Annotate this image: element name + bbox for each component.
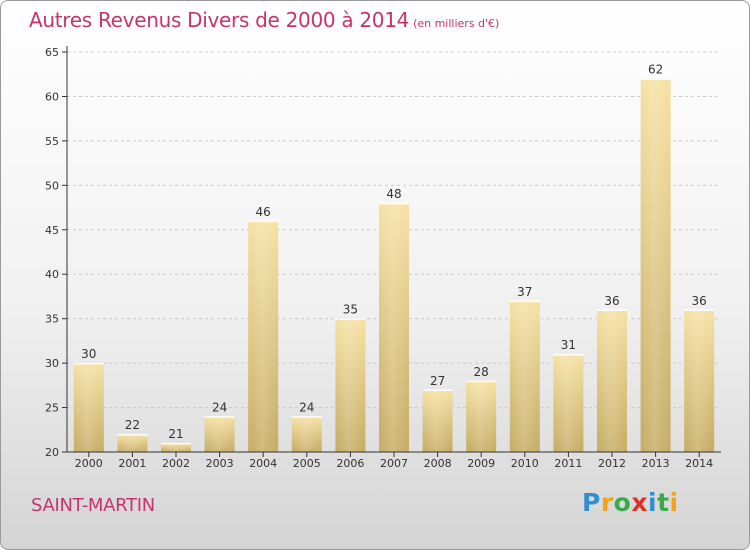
y-tick-label: 20 xyxy=(45,446,59,459)
chart-title: Autres Revenus Divers de 2000 à 2014 (en … xyxy=(29,8,499,32)
x-tick-label: 2006 xyxy=(336,457,364,470)
brand-logo-letter: P xyxy=(582,488,601,517)
brand-logo-letter: i xyxy=(648,488,658,517)
bar-sheen xyxy=(117,434,148,452)
bar-sheen xyxy=(422,389,453,452)
y-tick-label: 50 xyxy=(45,179,59,192)
brand-logo-letter: i xyxy=(669,488,679,517)
data-label: 21 xyxy=(168,427,183,441)
data-label: 36 xyxy=(692,294,707,308)
data-label: 31 xyxy=(561,338,576,352)
brand-logo: Proxiti xyxy=(582,488,679,517)
bar-sheen xyxy=(466,380,497,452)
labels: 20 25 30 35 40 45 50 55 60 65 30 2000 22 2001 21 2002 24… xyxy=(45,46,713,470)
bar-sheen xyxy=(553,354,584,452)
y-tick-label: 35 xyxy=(45,313,59,326)
y-tick-label: 55 xyxy=(45,135,59,148)
axes xyxy=(62,46,721,457)
x-tick-label: 2002 xyxy=(162,457,190,470)
location-label: SAINT-MARTIN xyxy=(31,495,155,516)
data-label: 24 xyxy=(212,400,227,414)
bar-sheen xyxy=(291,416,322,452)
bar-sheen xyxy=(73,363,104,452)
bar-sheen xyxy=(161,443,191,452)
x-tick-label: 2011 xyxy=(554,457,582,470)
x-tick-label: 2004 xyxy=(249,457,277,470)
x-tick-label: 2014 xyxy=(685,457,713,470)
bars xyxy=(73,78,715,453)
x-tick-label: 2010 xyxy=(511,457,539,470)
brand-logo-letter: r xyxy=(600,488,614,517)
x-tick-label: 2013 xyxy=(642,457,670,470)
bar-sheen xyxy=(509,300,540,452)
brand-logo-letter: o xyxy=(613,488,632,517)
bar-sheen xyxy=(597,309,627,452)
data-label: 48 xyxy=(386,187,401,201)
data-label: 62 xyxy=(648,63,663,77)
brand-logo-letter: x xyxy=(631,488,648,517)
x-tick-label: 2007 xyxy=(380,457,408,470)
data-label: 37 xyxy=(517,285,532,299)
y-tick-label: 65 xyxy=(45,46,59,59)
data-label: 24 xyxy=(299,400,314,414)
bar-sheen xyxy=(204,416,235,452)
y-tick-label: 45 xyxy=(45,224,59,237)
x-tick-label: 2003 xyxy=(206,457,234,470)
data-label: 22 xyxy=(125,418,140,432)
data-label: 35 xyxy=(343,303,358,317)
chart-subtitle: (en milliers d'€) xyxy=(413,17,500,30)
data-label: 36 xyxy=(604,294,619,308)
brand-logo-letter: t xyxy=(657,488,670,517)
bar-sheen xyxy=(684,309,715,452)
x-tick-label: 2005 xyxy=(293,457,321,470)
y-tick-label: 40 xyxy=(45,268,59,281)
y-tick-label: 60 xyxy=(45,90,59,103)
data-label: 46 xyxy=(256,205,271,219)
x-tick-label: 2009 xyxy=(467,457,495,470)
bar-sheen xyxy=(379,203,409,452)
data-label: 30 xyxy=(81,347,96,361)
bar-sheen xyxy=(248,220,279,452)
bar-sheen xyxy=(640,78,671,453)
chart-title-text: Autres Revenus Divers de 2000 à 2014 xyxy=(29,8,410,32)
x-tick-label: 2012 xyxy=(598,457,626,470)
x-tick-label: 2000 xyxy=(75,457,103,470)
bar-sheen xyxy=(335,318,366,452)
x-tick-label: 2008 xyxy=(424,457,452,470)
data-label: 28 xyxy=(474,365,489,379)
y-tick-label: 25 xyxy=(45,402,59,415)
data-label: 27 xyxy=(430,374,445,388)
y-tick-label: 30 xyxy=(45,357,59,370)
x-tick-label: 2001 xyxy=(118,457,146,470)
